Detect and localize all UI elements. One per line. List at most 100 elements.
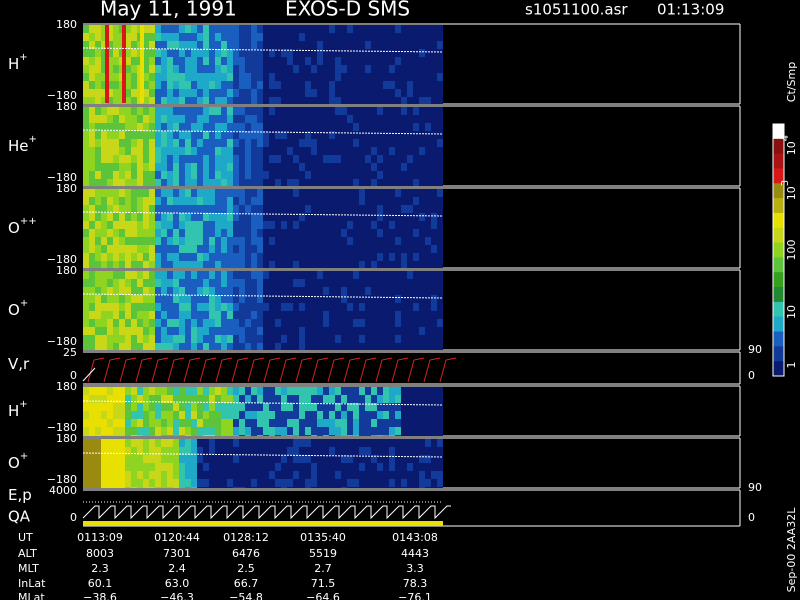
footer-value: 78.3 bbox=[403, 577, 428, 590]
spectrogram-cell bbox=[311, 471, 317, 479]
spectrogram-cell bbox=[197, 89, 203, 97]
spectrogram-cell bbox=[353, 439, 359, 447]
spectrogram-cell bbox=[359, 123, 365, 131]
spectrogram-cell bbox=[293, 311, 299, 319]
spectrogram-cell bbox=[425, 147, 431, 155]
spectrogram-cell bbox=[335, 139, 341, 147]
spectrogram-cell bbox=[215, 97, 221, 104]
spectrogram-cell bbox=[329, 213, 335, 221]
spectrogram-cell bbox=[197, 395, 203, 403]
spectrogram-cell bbox=[89, 447, 95, 455]
spectrogram-cell bbox=[401, 343, 407, 350]
spectrogram-cell bbox=[371, 279, 377, 287]
spectrogram-cell bbox=[311, 455, 317, 463]
spectrogram-cell bbox=[341, 131, 347, 139]
spectrogram-cell bbox=[437, 311, 443, 319]
spectrogram-cell bbox=[197, 327, 203, 335]
footer-value: 71.5 bbox=[311, 577, 336, 590]
spectrogram-cell bbox=[347, 81, 353, 89]
spectrogram-cell bbox=[341, 139, 347, 147]
spectrogram-cell bbox=[317, 261, 323, 268]
spectrogram-cell bbox=[425, 139, 431, 147]
spectrogram-cell bbox=[119, 213, 125, 221]
spectrogram-cell bbox=[95, 221, 101, 229]
spectrogram-cell bbox=[119, 171, 125, 179]
spectrogram-cell bbox=[425, 455, 431, 463]
spectrogram-cell bbox=[173, 89, 179, 97]
trace-line bbox=[82, 47, 444, 53]
spectrogram-cell bbox=[191, 279, 197, 287]
spectrogram-cell bbox=[359, 89, 365, 97]
spectrogram-cell bbox=[83, 435, 89, 436]
spectrogram-cell bbox=[167, 455, 173, 463]
spectrogram-cell bbox=[341, 311, 347, 319]
spectrogram-cell bbox=[389, 487, 395, 488]
spectrogram-cell bbox=[179, 189, 185, 197]
panel-label-base: O bbox=[8, 454, 20, 472]
spectrogram-cell bbox=[107, 139, 113, 147]
spectrogram-cell bbox=[305, 335, 311, 343]
spectrogram-cell bbox=[317, 479, 323, 487]
spectrogram-cell bbox=[179, 411, 185, 419]
spectrogram-cell bbox=[251, 205, 257, 213]
spectrogram-cell bbox=[215, 463, 221, 471]
footer-value: 8003 bbox=[86, 547, 114, 560]
spectrogram-cell bbox=[245, 155, 251, 163]
spectrogram-cell bbox=[353, 229, 359, 237]
spectrogram-cell bbox=[437, 343, 443, 350]
spectrogram-cell bbox=[389, 49, 395, 57]
spectrogram-cell bbox=[371, 189, 377, 197]
spectrogram-cell bbox=[425, 131, 431, 139]
spectrogram-cell bbox=[143, 279, 149, 287]
spectrogram-cell bbox=[185, 447, 191, 455]
spectrogram-cell bbox=[431, 287, 437, 295]
spectrogram-cell bbox=[239, 287, 245, 295]
axis-top: 180 bbox=[56, 18, 77, 31]
spectrogram-cell bbox=[365, 49, 371, 57]
spectrogram-cell bbox=[431, 411, 437, 419]
spectrogram-cell bbox=[377, 439, 383, 447]
spectrogram-cell bbox=[413, 189, 419, 197]
spectrogram-cell bbox=[305, 65, 311, 73]
spectrogram-cell bbox=[293, 427, 299, 435]
spectrogram-cell bbox=[329, 81, 335, 89]
spectrogram-cell bbox=[377, 487, 383, 488]
spectrogram-cell bbox=[89, 261, 95, 268]
spectrogram-cell bbox=[107, 57, 113, 65]
spectrogram-cell bbox=[149, 455, 155, 463]
spectrogram-cell bbox=[227, 435, 233, 436]
spectrogram-cell bbox=[377, 253, 383, 261]
spectrogram-cell bbox=[239, 139, 245, 147]
spectrogram-cell bbox=[437, 197, 443, 205]
spectrogram-cell bbox=[413, 115, 419, 123]
spectrogram-cell bbox=[329, 471, 335, 479]
spectrogram-cell bbox=[293, 455, 299, 463]
spectrogram-cell bbox=[419, 253, 425, 261]
spectrogram-cell bbox=[125, 261, 131, 268]
spectrogram-cell bbox=[197, 261, 203, 268]
spectrogram-cell bbox=[239, 115, 245, 123]
spectrogram-cell bbox=[329, 327, 335, 335]
spectrogram-cell bbox=[341, 343, 347, 350]
spectrogram-cell bbox=[269, 245, 275, 253]
spectrogram-cell bbox=[269, 213, 275, 221]
spectrogram-cell bbox=[275, 25, 281, 33]
spectrogram-cell bbox=[419, 447, 425, 455]
spectrogram-cell bbox=[245, 189, 251, 197]
spectrogram-cell bbox=[179, 81, 185, 89]
spectrogram-cell bbox=[227, 419, 233, 427]
spectrogram-cell bbox=[395, 131, 401, 139]
spectrogram-cell bbox=[401, 419, 407, 427]
spectrogram-cell bbox=[353, 73, 359, 81]
spectrogram-cell bbox=[383, 271, 389, 279]
spectrogram-cell bbox=[317, 179, 323, 186]
spectrogram-cell bbox=[107, 147, 113, 155]
spectrogram-cell bbox=[83, 335, 89, 343]
spectrogram-cell bbox=[101, 455, 107, 463]
spectrogram-cell bbox=[167, 89, 173, 97]
spectrogram-cell bbox=[431, 455, 437, 463]
spectrogram-cell bbox=[293, 479, 299, 487]
spectrogram-cell bbox=[347, 455, 353, 463]
spectrogram-cell bbox=[335, 197, 341, 205]
spectrogram-cell bbox=[95, 97, 101, 104]
